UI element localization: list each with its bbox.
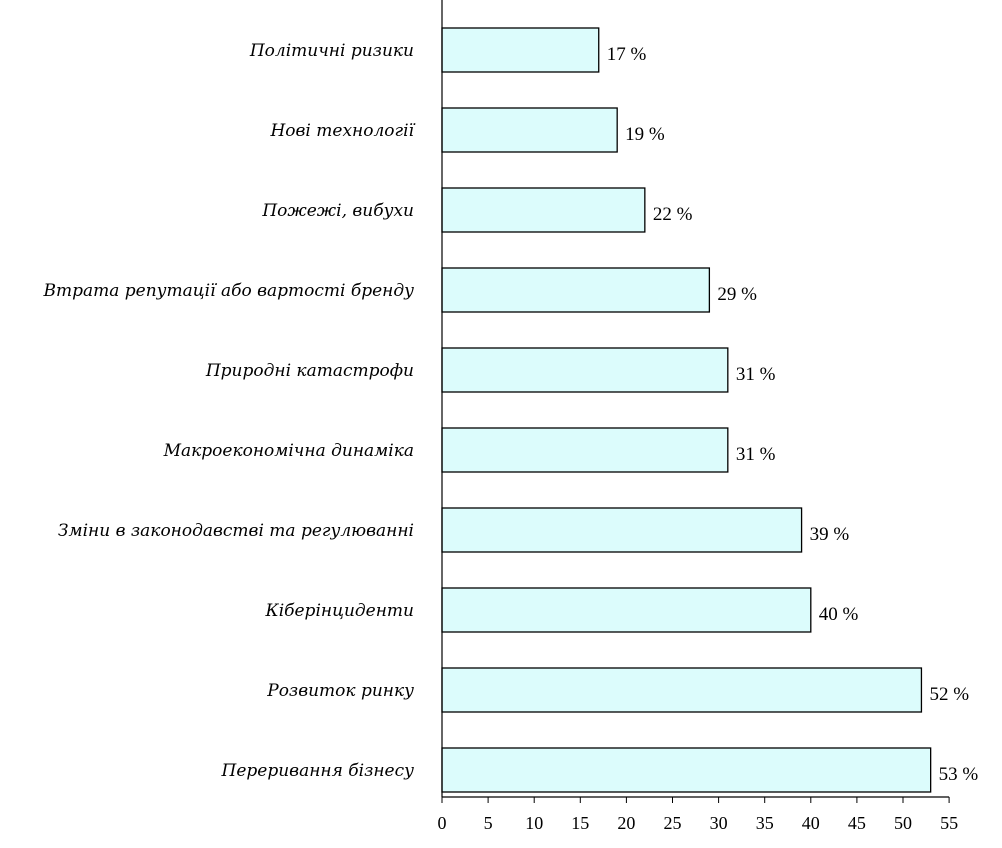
x-tick-label: 0 xyxy=(438,813,447,833)
category-label: Переривання бізнесу xyxy=(221,761,415,781)
x-tick-label: 5 xyxy=(484,813,493,833)
bar xyxy=(441,507,803,553)
category-label: Природні катастрофи xyxy=(205,361,414,381)
data-label: 53 % xyxy=(939,764,979,785)
category-label: Макроекономічна динаміка xyxy=(163,441,414,461)
data-label: 29 % xyxy=(717,284,757,305)
category-label: Зміни в законодавстві та регулюванні xyxy=(58,521,414,541)
bar xyxy=(441,187,646,233)
bar xyxy=(441,267,711,313)
category-label: Політичні ризики xyxy=(249,41,414,61)
x-tick-label: 30 xyxy=(710,813,728,833)
bar xyxy=(441,427,729,473)
category-label: Розвиток ринку xyxy=(266,681,414,701)
category-label: Втрата репутації або вартості бренду xyxy=(43,281,415,301)
x-axis: 0 5 10 15 20 25 30 35 40 45 50 55 xyxy=(438,0,958,833)
bar xyxy=(441,587,812,633)
data-label: 39 % xyxy=(810,524,850,545)
bar xyxy=(441,667,923,713)
data-label: 17 % xyxy=(607,44,647,65)
data-label: 31 % xyxy=(736,444,776,465)
bar xyxy=(441,107,618,153)
x-tick-label: 55 xyxy=(940,813,958,833)
x-tick-label: 45 xyxy=(848,813,866,833)
x-tick-label: 25 xyxy=(664,813,682,833)
x-tick-label: 40 xyxy=(802,813,820,833)
labels-layer: Політичні ризики 17 % Нові технології 19 % П… xyxy=(43,41,979,785)
bar xyxy=(441,747,932,793)
data-label: 31 % xyxy=(736,364,776,385)
category-label: Нові технології xyxy=(269,121,415,141)
x-tick-label: 50 xyxy=(894,813,912,833)
bar xyxy=(441,27,600,73)
x-tick-label: 20 xyxy=(617,813,635,833)
data-label: 52 % xyxy=(929,684,969,705)
x-tick-label: 15 xyxy=(571,813,589,833)
x-tick-label: 35 xyxy=(756,813,774,833)
bars-layer xyxy=(441,27,932,793)
data-label: 40 % xyxy=(819,604,859,625)
bar xyxy=(441,347,729,393)
category-label: Кіберінциденти xyxy=(265,601,414,621)
data-label: 19 % xyxy=(625,124,665,145)
category-label: Пожежі, вибухи xyxy=(261,201,414,221)
x-tick-label: 10 xyxy=(525,813,543,833)
data-label: 22 % xyxy=(653,204,693,225)
